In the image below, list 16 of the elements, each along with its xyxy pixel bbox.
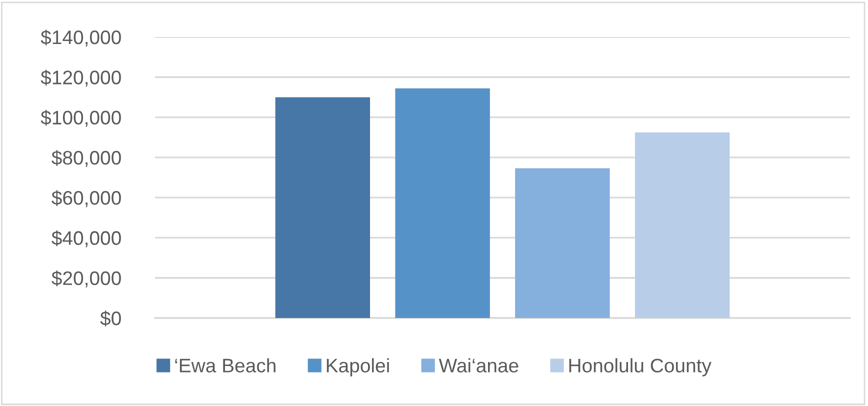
y-tick-label: $40,000 — [52, 230, 121, 248]
y-tick-label: $0 — [100, 310, 121, 326]
y-tick-label: $140,000 — [40, 30, 121, 47]
legend-label: Kapolei — [326, 358, 389, 376]
y-tick-label: $120,000 — [40, 70, 121, 87]
bar — [275, 97, 370, 318]
y-tick-label: $60,000 — [52, 190, 121, 208]
y-tick-label: $100,000 — [40, 110, 121, 127]
legend-label: Wai‘anae — [438, 358, 518, 372]
bar — [634, 132, 730, 318]
legend-label: ‘Ewa Beach — [175, 358, 276, 372]
bar — [515, 168, 610, 318]
y-tick-label: $20,000 — [52, 270, 121, 288]
bar — [395, 88, 490, 318]
legend-label: Honolulu County — [569, 358, 712, 376]
y-tick-label: $80,000 — [52, 150, 121, 167]
